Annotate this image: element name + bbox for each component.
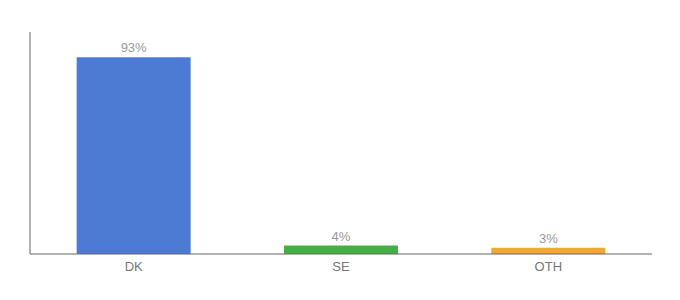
- svg-text:OTH: OTH: [535, 259, 562, 274]
- svg-text:3%: 3%: [539, 231, 558, 246]
- svg-text:4%: 4%: [332, 229, 351, 244]
- svg-text:DK: DK: [125, 259, 143, 274]
- svg-text:93%: 93%: [121, 40, 147, 55]
- svg-text:SE: SE: [332, 259, 350, 274]
